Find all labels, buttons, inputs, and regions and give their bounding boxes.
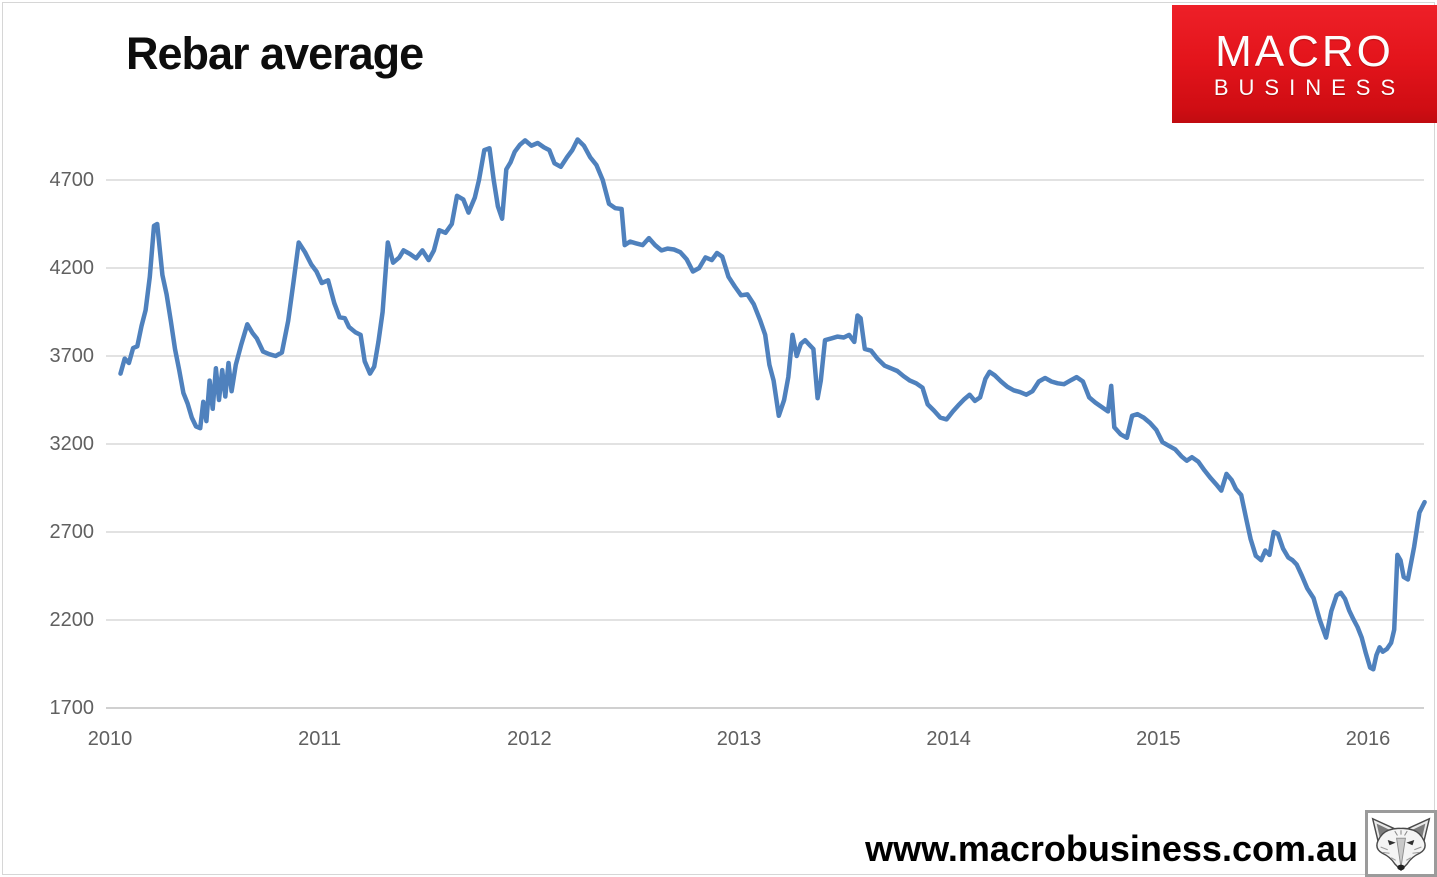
fox-logo-image bbox=[1365, 810, 1437, 877]
y-tick-label: 4200 bbox=[49, 257, 95, 279]
chart-title: Rebar average bbox=[126, 28, 424, 79]
y-tick-label: 3200 bbox=[49, 433, 95, 455]
y-tick-label: 4700 bbox=[49, 169, 95, 191]
macrobusiness-logo: MACRO BUSINESS bbox=[1172, 5, 1437, 123]
x-tick-label: 2014 bbox=[926, 728, 971, 750]
y-tick-label: 2700 bbox=[49, 521, 95, 543]
y-tick-label: 3700 bbox=[49, 345, 95, 367]
y-tick-label: 1700 bbox=[49, 697, 95, 719]
logo-text-business: BUSINESS bbox=[1213, 74, 1406, 100]
logo-text-macro: MACRO bbox=[1215, 26, 1394, 76]
x-tick-label: 2016 bbox=[1345, 728, 1391, 750]
x-tick-label: 2012 bbox=[507, 728, 552, 750]
y-tick-label: 2200 bbox=[49, 609, 95, 631]
x-tick-label: 2013 bbox=[716, 728, 762, 750]
rebar-price-series-line bbox=[118, 137, 1427, 672]
website-url: www.macrobusiness.com.au bbox=[865, 828, 1358, 869]
x-tick-label: 2011 bbox=[298, 728, 342, 750]
fox-sketch-icon bbox=[1371, 817, 1431, 872]
x-tick-label: 2010 bbox=[87, 728, 133, 750]
x-tick-label: 2015 bbox=[1136, 728, 1181, 750]
